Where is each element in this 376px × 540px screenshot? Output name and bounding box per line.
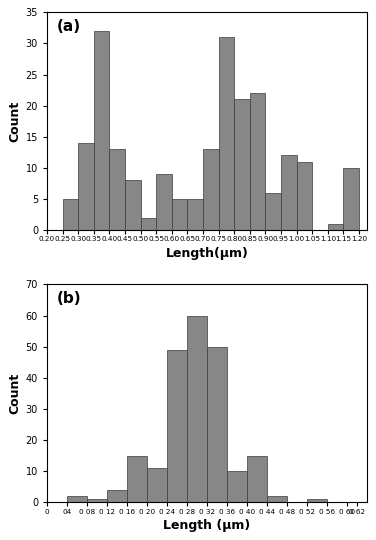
Bar: [265, 193, 281, 230]
Y-axis label: Count: Count: [8, 373, 21, 414]
Bar: [250, 93, 265, 230]
Bar: [187, 315, 207, 502]
Bar: [141, 218, 156, 230]
Bar: [343, 168, 359, 230]
Bar: [328, 224, 343, 230]
X-axis label: Length (μm): Length (μm): [163, 518, 250, 532]
Text: (a): (a): [57, 19, 81, 34]
Bar: [125, 180, 141, 230]
Bar: [156, 174, 172, 230]
Bar: [234, 99, 250, 230]
Bar: [247, 456, 267, 502]
Bar: [203, 149, 218, 230]
Text: (b): (b): [57, 291, 81, 306]
Bar: [218, 37, 234, 230]
Bar: [109, 149, 125, 230]
Bar: [67, 496, 87, 502]
Bar: [107, 490, 127, 502]
Y-axis label: Count: Count: [8, 100, 21, 142]
Bar: [297, 161, 312, 230]
Bar: [167, 350, 187, 502]
Bar: [87, 499, 107, 502]
X-axis label: Length(μm): Length(μm): [165, 247, 248, 260]
Bar: [227, 471, 247, 502]
Bar: [127, 456, 147, 502]
Bar: [172, 199, 187, 230]
Bar: [267, 496, 287, 502]
Bar: [187, 199, 203, 230]
Bar: [94, 31, 109, 230]
Bar: [63, 199, 78, 230]
Bar: [78, 143, 94, 230]
Bar: [207, 347, 227, 502]
Bar: [307, 499, 327, 502]
Bar: [281, 156, 297, 230]
Bar: [147, 468, 167, 502]
